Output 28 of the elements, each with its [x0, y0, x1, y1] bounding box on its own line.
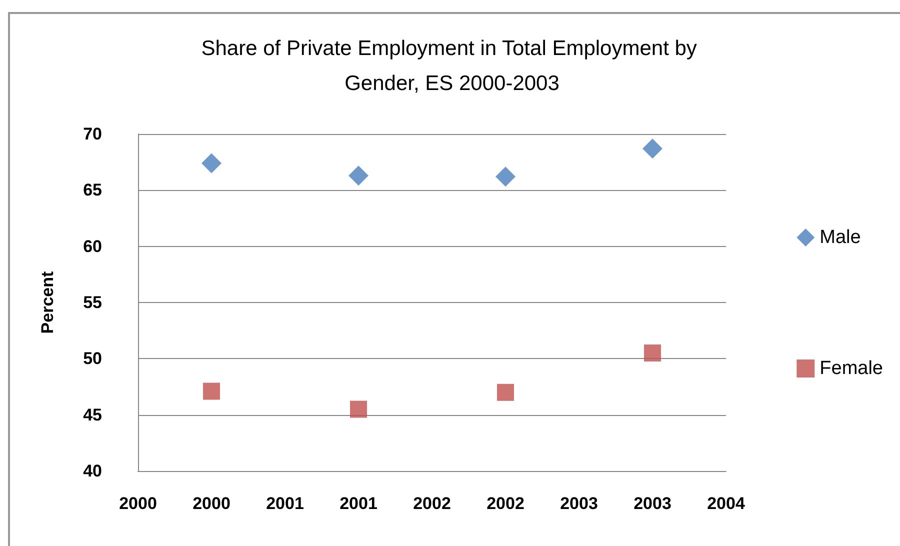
legend-label: Female [820, 358, 884, 379]
point [348, 166, 368, 186]
chart-title: Share of Private Employment in Total Employment by Gender, ES 2000-2003 [201, 37, 703, 95]
point [497, 384, 514, 401]
x-tick-label: 2002 [486, 494, 524, 513]
x-tick-label: 2001 [340, 494, 378, 513]
x-tick-label: 2000 [119, 494, 157, 513]
point [496, 166, 516, 187]
point [350, 400, 367, 418]
y-tick-label: 55 [83, 293, 102, 312]
y-tick-label: 50 [83, 349, 102, 368]
x-tick-label: 2001 [266, 494, 304, 513]
x-tick-label: 2004 [707, 494, 746, 513]
point [644, 344, 661, 362]
x-tick-label: 2002 [413, 494, 451, 513]
x-tick-label: 2003 [560, 494, 598, 513]
y-tick-label: 40 [83, 462, 102, 480]
legend-label: Male [820, 227, 861, 248]
y-tick-label: 60 [83, 236, 102, 256]
y-tick-label: 70 [83, 124, 102, 144]
y-tick-label: 65 [83, 180, 102, 200]
x-tick-label: 2003 [634, 494, 672, 513]
x-tick-label: 2000 [192, 494, 230, 513]
point [203, 382, 220, 400]
point [642, 138, 662, 159]
point [202, 153, 222, 174]
y-tick-label: 45 [83, 405, 102, 424]
y-axis-title: Percent [38, 270, 57, 334]
